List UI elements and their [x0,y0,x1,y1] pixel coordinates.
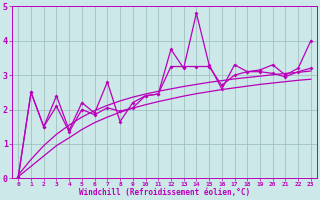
X-axis label: Windchill (Refroidissement éolien,°C): Windchill (Refroidissement éolien,°C) [79,188,250,197]
